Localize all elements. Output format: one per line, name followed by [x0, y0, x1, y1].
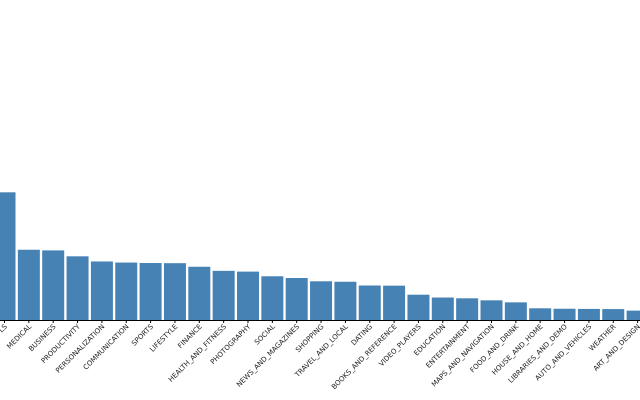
bar-personalization	[90, 261, 113, 320]
bar-art-and-design	[626, 310, 640, 320]
bar-food-and-drink	[504, 302, 527, 320]
bar-weather	[602, 309, 625, 320]
bar-sports	[139, 263, 162, 320]
bar-medical	[17, 249, 40, 320]
bar-video-players	[407, 294, 430, 320]
bar-social	[261, 276, 284, 320]
bar-dating	[358, 285, 381, 320]
x-tick-label-tools: LS	[0, 322, 9, 334]
bar-travel-and-local	[334, 281, 357, 320]
bar-maps-and-navigation	[480, 300, 503, 320]
bar-house-and-home	[529, 308, 552, 320]
x-tick-label-dating: DATING	[350, 323, 374, 347]
bar-photography	[237, 271, 259, 320]
bar-news-and-magazines	[285, 278, 308, 320]
bar-communication	[115, 262, 138, 320]
x-tick-label-video-players: VIDEO_PLAYERS	[377, 322, 423, 368]
bar-education	[431, 297, 454, 320]
bar-lifestyle	[163, 263, 186, 320]
x-tick-label-art-and-design: ART_AND_DESIGN	[592, 323, 640, 373]
bar-auto-and-vehicles	[577, 308, 600, 320]
bar-books-and-reference	[383, 285, 406, 320]
x-tick-labels-group: LSMEDICALBUSINESSPRODUCTIVITYPERSONALIZA…	[0, 320, 640, 391]
bar-health-and-fitness	[212, 270, 235, 320]
bar-productivity	[66, 256, 89, 320]
bar-entertainment	[456, 298, 479, 320]
bar-business	[42, 250, 65, 320]
bar-tools	[0, 192, 16, 320]
bars-group	[0, 192, 640, 320]
bar-shopping	[310, 281, 333, 320]
x-tick-label-social: SOCIAL	[253, 323, 277, 347]
bar-libraries-and-demo	[553, 308, 576, 320]
x-tick-label-entertainment: ENTERTAINMENT	[425, 322, 473, 370]
x-tick-label-communication: COMMUNICATION	[82, 323, 131, 372]
bar-finance	[188, 266, 211, 320]
